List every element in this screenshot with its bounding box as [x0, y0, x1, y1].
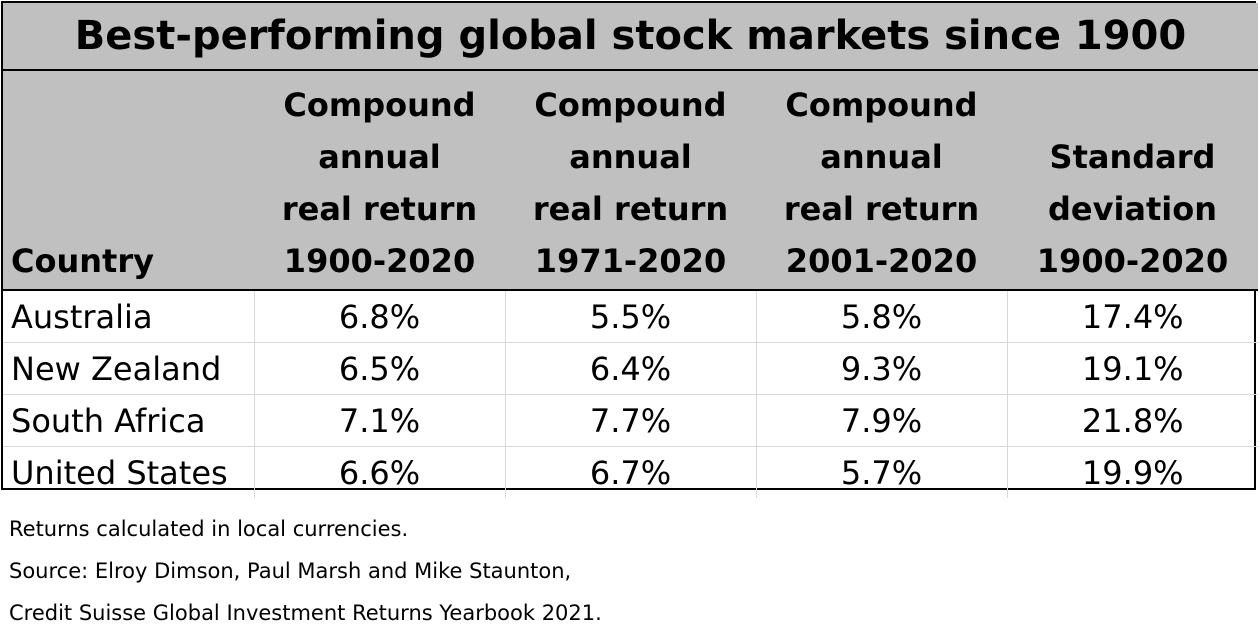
table-row: Australia 6.8% 5.5% 5.8% 17.4% [3, 290, 1258, 343]
column-header-2: Compound annual real return 1971-2020 [505, 70, 756, 291]
column-header-line: annual [318, 138, 441, 176]
value-cell: 5.8% [755, 290, 1007, 343]
column-header-line: Compound [283, 86, 476, 124]
country-cell: South Africa [3, 394, 254, 447]
column-header-line: real return [783, 190, 980, 228]
column-header-line: Compound [785, 86, 978, 124]
table-body: Australia 6.8% 5.5% 5.8% 17.4% New Zealand 6.5… [3, 290, 1258, 498]
value-cell: 6.7% [504, 446, 756, 498]
value-cell: 6.6% [253, 446, 505, 498]
footnote-line: Credit Suisse Global Investment Returns … [9, 601, 602, 625]
country-cell: Australia [11, 297, 153, 336]
value-cell: 6.4% [504, 342, 756, 395]
table-title: Best-performing global stock markets sin… [3, 3, 1258, 71]
column-header-country: Country [3, 70, 254, 291]
value-cell: 19.9% [1006, 446, 1258, 498]
column-header-line: real return [532, 190, 729, 228]
table-row: New Zealand 6.5% 6.4% 9.3% 19.1% [3, 342, 1258, 395]
footnotes: Returns calculated in local currencies. S… [9, 508, 602, 634]
value-cell: 7.7% [504, 394, 756, 447]
column-header-line: real return [281, 190, 478, 228]
country-cell: New Zealand [3, 342, 254, 395]
value-cell: 7.9% [755, 394, 1007, 447]
footnote-line: Source: Elroy Dimson, Paul Marsh and Mik… [9, 559, 572, 583]
value-cell: 9.3% [755, 342, 1007, 395]
column-header-4: Standard deviation 1900-2020 [1007, 70, 1258, 291]
value-cell: 7.1% [253, 394, 505, 447]
column-header-line: 1900-2020 [283, 242, 476, 280]
value-cell: 19.1% [1006, 342, 1258, 395]
value-cell: 6.8% [253, 290, 505, 343]
column-header-line: Compound [534, 86, 727, 124]
column-header-1: Compound annual real return 1900-2020 [254, 70, 505, 291]
column-header-3: Compound annual real return 2001-2020 [756, 70, 1007, 291]
table-row: United States 6.6% 6.7% 5.7% 19.9% [3, 446, 1258, 498]
column-header-line: deviation [1047, 190, 1218, 228]
column-header-line: Standard [1049, 138, 1216, 176]
country-cell: United States [3, 446, 254, 498]
value-cell: 17.4% [1006, 290, 1258, 343]
column-header-line: annual [569, 138, 692, 176]
footnote-line: Returns calculated in local currencies. [9, 517, 409, 541]
returns-table: Best-performing global stock markets sin… [3, 3, 1258, 498]
value-cell: 6.5% [253, 342, 505, 395]
column-header-line: annual [820, 138, 943, 176]
column-header-line: 2001-2020 [785, 242, 978, 280]
column-header-row: Country Compound annual real return 1900-202… [3, 70, 1258, 291]
column-header-line: Country [11, 242, 154, 280]
returns-table-frame: Best-performing global stock markets sin… [1, 1, 1258, 498]
value-cell: 5.7% [755, 446, 1007, 498]
table-row: South Africa 7.1% 7.7% 7.9% 21.8% [3, 394, 1258, 447]
value-cell: 21.8% [1006, 394, 1258, 447]
value-cell: 5.5% [504, 290, 756, 343]
column-header-line: 1900-2020 [1036, 242, 1229, 280]
column-header-line: 1971-2020 [534, 242, 727, 280]
